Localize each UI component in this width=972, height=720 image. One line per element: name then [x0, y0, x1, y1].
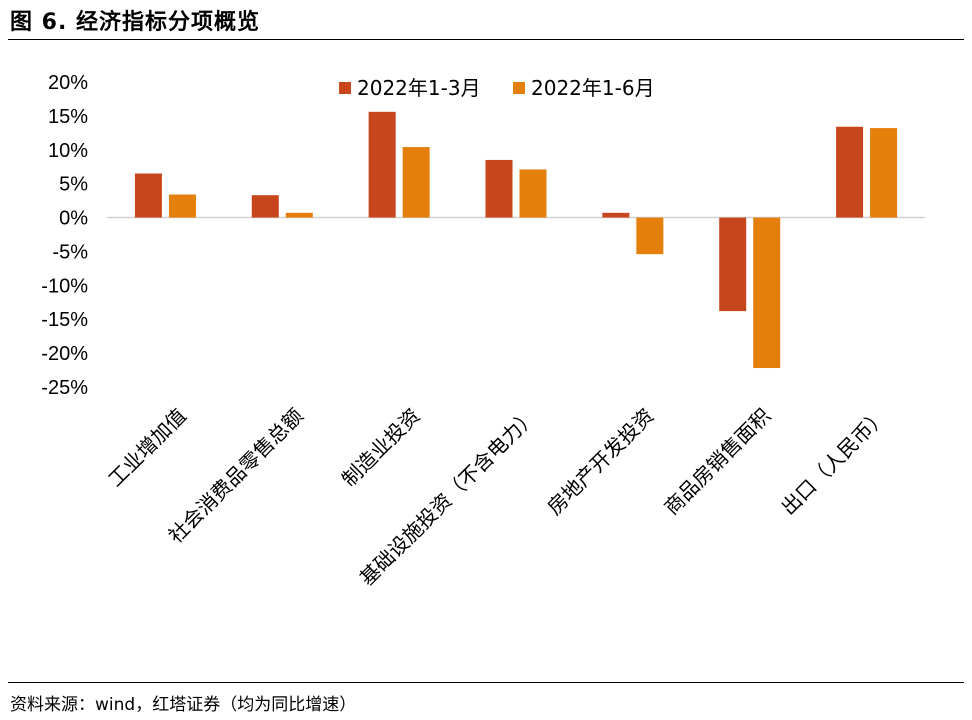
bars: [134, 111, 898, 369]
top-rule: [8, 39, 964, 40]
bar-h1-3: [519, 169, 547, 218]
y-tick-label: 20%: [48, 72, 88, 94]
bar-q1-4: [602, 212, 630, 218]
bar-h1-1: [285, 212, 313, 218]
x-category-label: 商品房销售面积: [659, 404, 775, 520]
bar-q1-1: [251, 195, 279, 218]
x-category-label: 出口（人民币）: [776, 404, 892, 520]
x-category-label: 工业增加值: [103, 404, 191, 492]
bar-q1-0: [134, 173, 162, 218]
bar-h1-5: [753, 217, 781, 369]
y-tick-label: -25%: [41, 377, 88, 399]
legend-swatch: [513, 82, 525, 94]
legend: 2022年1-3月 2022年1-6月: [339, 76, 655, 100]
bar-q1-5: [719, 217, 747, 312]
bar-chart: 20% 15% 10% 5% 0% -5% -10% -15% -20% -25% 工业增加值社会…: [41, 72, 925, 591]
x-category-label: 制造业投资: [337, 404, 425, 492]
y-tick-label: 15%: [48, 106, 88, 128]
y-tick-label: -15%: [41, 309, 88, 331]
y-tick-label: -10%: [41, 275, 88, 297]
figure-title: 图 6. 经济指标分项概览: [10, 10, 260, 35]
bottom-rule: [8, 682, 964, 683]
bar-q1-3: [485, 159, 513, 218]
y-tick-label: -5%: [52, 241, 88, 263]
bar-h1-0: [168, 194, 196, 218]
y-tick-label: 5%: [59, 174, 88, 196]
y-tick-label: 0%: [59, 208, 88, 230]
x-category-label: 房地产开发投资: [542, 404, 658, 520]
bar-h1-2: [402, 147, 430, 218]
bar-h1-6: [870, 128, 898, 218]
bar-q1-2: [368, 111, 396, 218]
y-tick-label: -20%: [41, 343, 88, 365]
legend-swatch: [339, 82, 351, 94]
source-note: 资料来源：wind，红塔证券（均为同比增速）: [10, 695, 357, 715]
y-tick-label: 10%: [48, 140, 88, 162]
y-axis-ticks: 20% 15% 10% 5% 0% -5% -10% -15% -20% -25%: [41, 72, 88, 399]
bar-h1-4: [636, 217, 664, 255]
legend-label: 2022年1-3月: [357, 76, 481, 100]
legend-label: 2022年1-6月: [531, 76, 655, 100]
bar-q1-6: [836, 126, 864, 218]
